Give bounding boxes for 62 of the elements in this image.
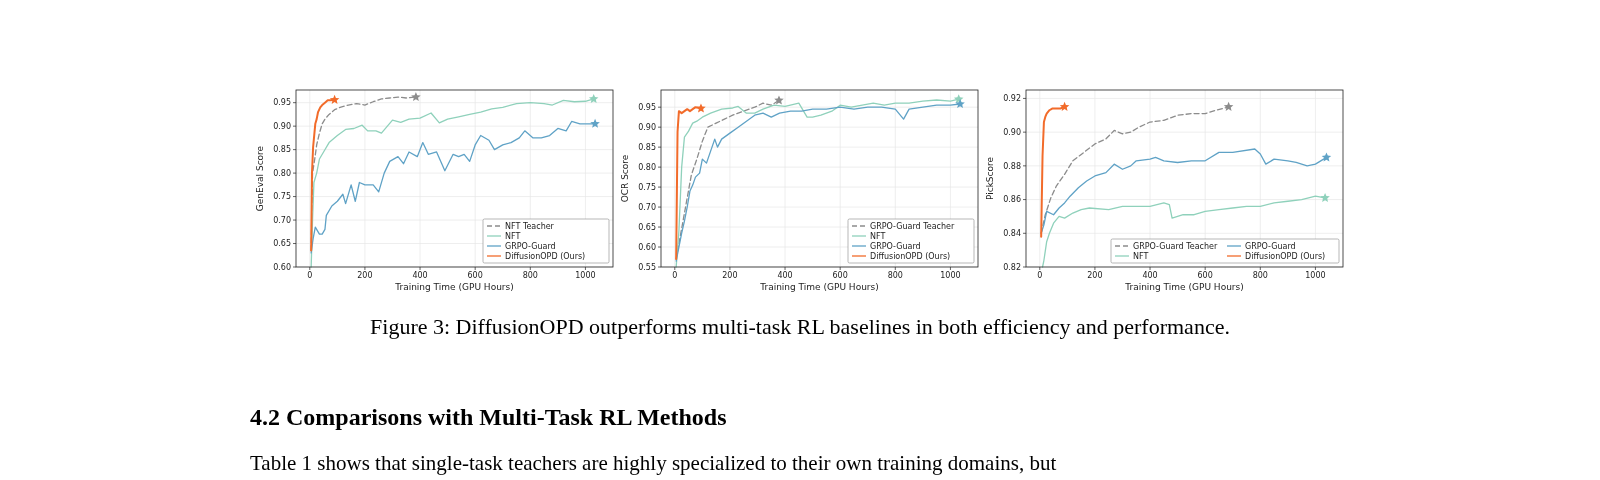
caption: Figure 3: DiffusionOPD outperforms multi-task RL baselines in both efficiency and performance. [370, 314, 1230, 339]
y-tick-label: 0.95 [273, 98, 291, 108]
y-tick-label: 0.70 [273, 215, 291, 225]
y-tick-label: 0.60 [638, 242, 656, 252]
y-axis-title: GenEval Score [255, 145, 265, 212]
x-tick-label: 0 [672, 271, 678, 280]
legend-label: GRPO-Guard Teacher [870, 222, 955, 231]
x-axis-title: Training Time (GPU Hours) [1124, 282, 1244, 292]
x-tick-label: 200 [722, 271, 738, 280]
y-tick-label: 0.85 [273, 145, 291, 155]
legend-label: GRPO-Guard [1245, 242, 1296, 251]
legend-label: DiffusionOPD (Ours) [1245, 252, 1326, 261]
y-tick-label: 0.75 [273, 192, 291, 202]
y-tick-label: 0.90 [1003, 127, 1021, 137]
legend-label: GRPO-Guard Teacher [1133, 242, 1218, 251]
y-tick-label: 0.82 [1003, 262, 1021, 272]
y-tick-label: 0.80 [273, 168, 291, 178]
y-tick-label: 0.65 [638, 222, 656, 232]
x-tick-label: 400 [777, 271, 793, 280]
legend-label: NFT [505, 232, 521, 241]
legend-label: DiffusionOPD (Ours) [870, 252, 951, 261]
y-tick-label: 0.65 [273, 239, 291, 249]
y-tick-label: 0.80 [638, 162, 656, 172]
y-tick-label: 0.90 [638, 122, 656, 132]
x-axis-title: Training Time (GPU Hours) [394, 282, 514, 292]
x-tick-label: 200 [357, 271, 373, 280]
legend-label: NFT [1133, 252, 1149, 261]
x-tick-label: 200 [1087, 271, 1103, 280]
x-tick-label: 0 [1037, 271, 1043, 280]
x-tick-label: 800 [1252, 271, 1268, 280]
y-tick-label: 0.90 [273, 121, 291, 131]
x-tick-label: 600 [467, 271, 483, 280]
x-tick-label: 1000 [940, 271, 961, 280]
x-tick-label: 400 [1142, 271, 1158, 280]
y-axis-title: PickScore [985, 156, 995, 201]
y-tick-label: 0.84 [1003, 229, 1021, 239]
y-tick-label: 0.55 [638, 262, 656, 272]
y-tick-label: 0.95 [638, 102, 656, 112]
x-axis-title: Training Time (GPU Hours) [759, 282, 879, 292]
y-tick-label: 0.85 [638, 142, 656, 152]
legend-label: DiffusionOPD (Ours) [505, 252, 586, 261]
legend-label: NFT Teacher [505, 222, 555, 231]
text: 4.2 Comparisons with Multi-Task RL Methods [250, 404, 727, 430]
x-tick-label: 800 [522, 271, 538, 280]
y-tick-label: 0.60 [273, 262, 291, 272]
x-tick-label: 600 [1197, 271, 1213, 280]
x-tick-label: 400 [412, 271, 428, 280]
y-axis-title: OCR Score [620, 154, 630, 203]
y-tick-label: 0.88 [1003, 161, 1021, 171]
y-tick-label: 0.92 [1003, 94, 1021, 104]
x-tick-label: 800 [887, 271, 903, 280]
legend-label: GRPO-Guard [505, 242, 556, 251]
x-tick-label: 600 [832, 271, 848, 280]
legend-label: GRPO-Guard [870, 242, 921, 251]
legend-label: NFT [870, 232, 886, 241]
x-tick-label: 1000 [575, 271, 596, 280]
y-tick-label: 0.75 [638, 182, 656, 192]
y-tick-label: 0.70 [638, 202, 656, 212]
caption: Table 1 shows that single-task teachers are highly specialized to their own training domains, but [250, 451, 1057, 475]
x-tick-label: 1000 [1305, 271, 1326, 280]
x-tick-label: 0 [307, 271, 313, 280]
y-tick-label: 0.86 [1003, 195, 1021, 205]
